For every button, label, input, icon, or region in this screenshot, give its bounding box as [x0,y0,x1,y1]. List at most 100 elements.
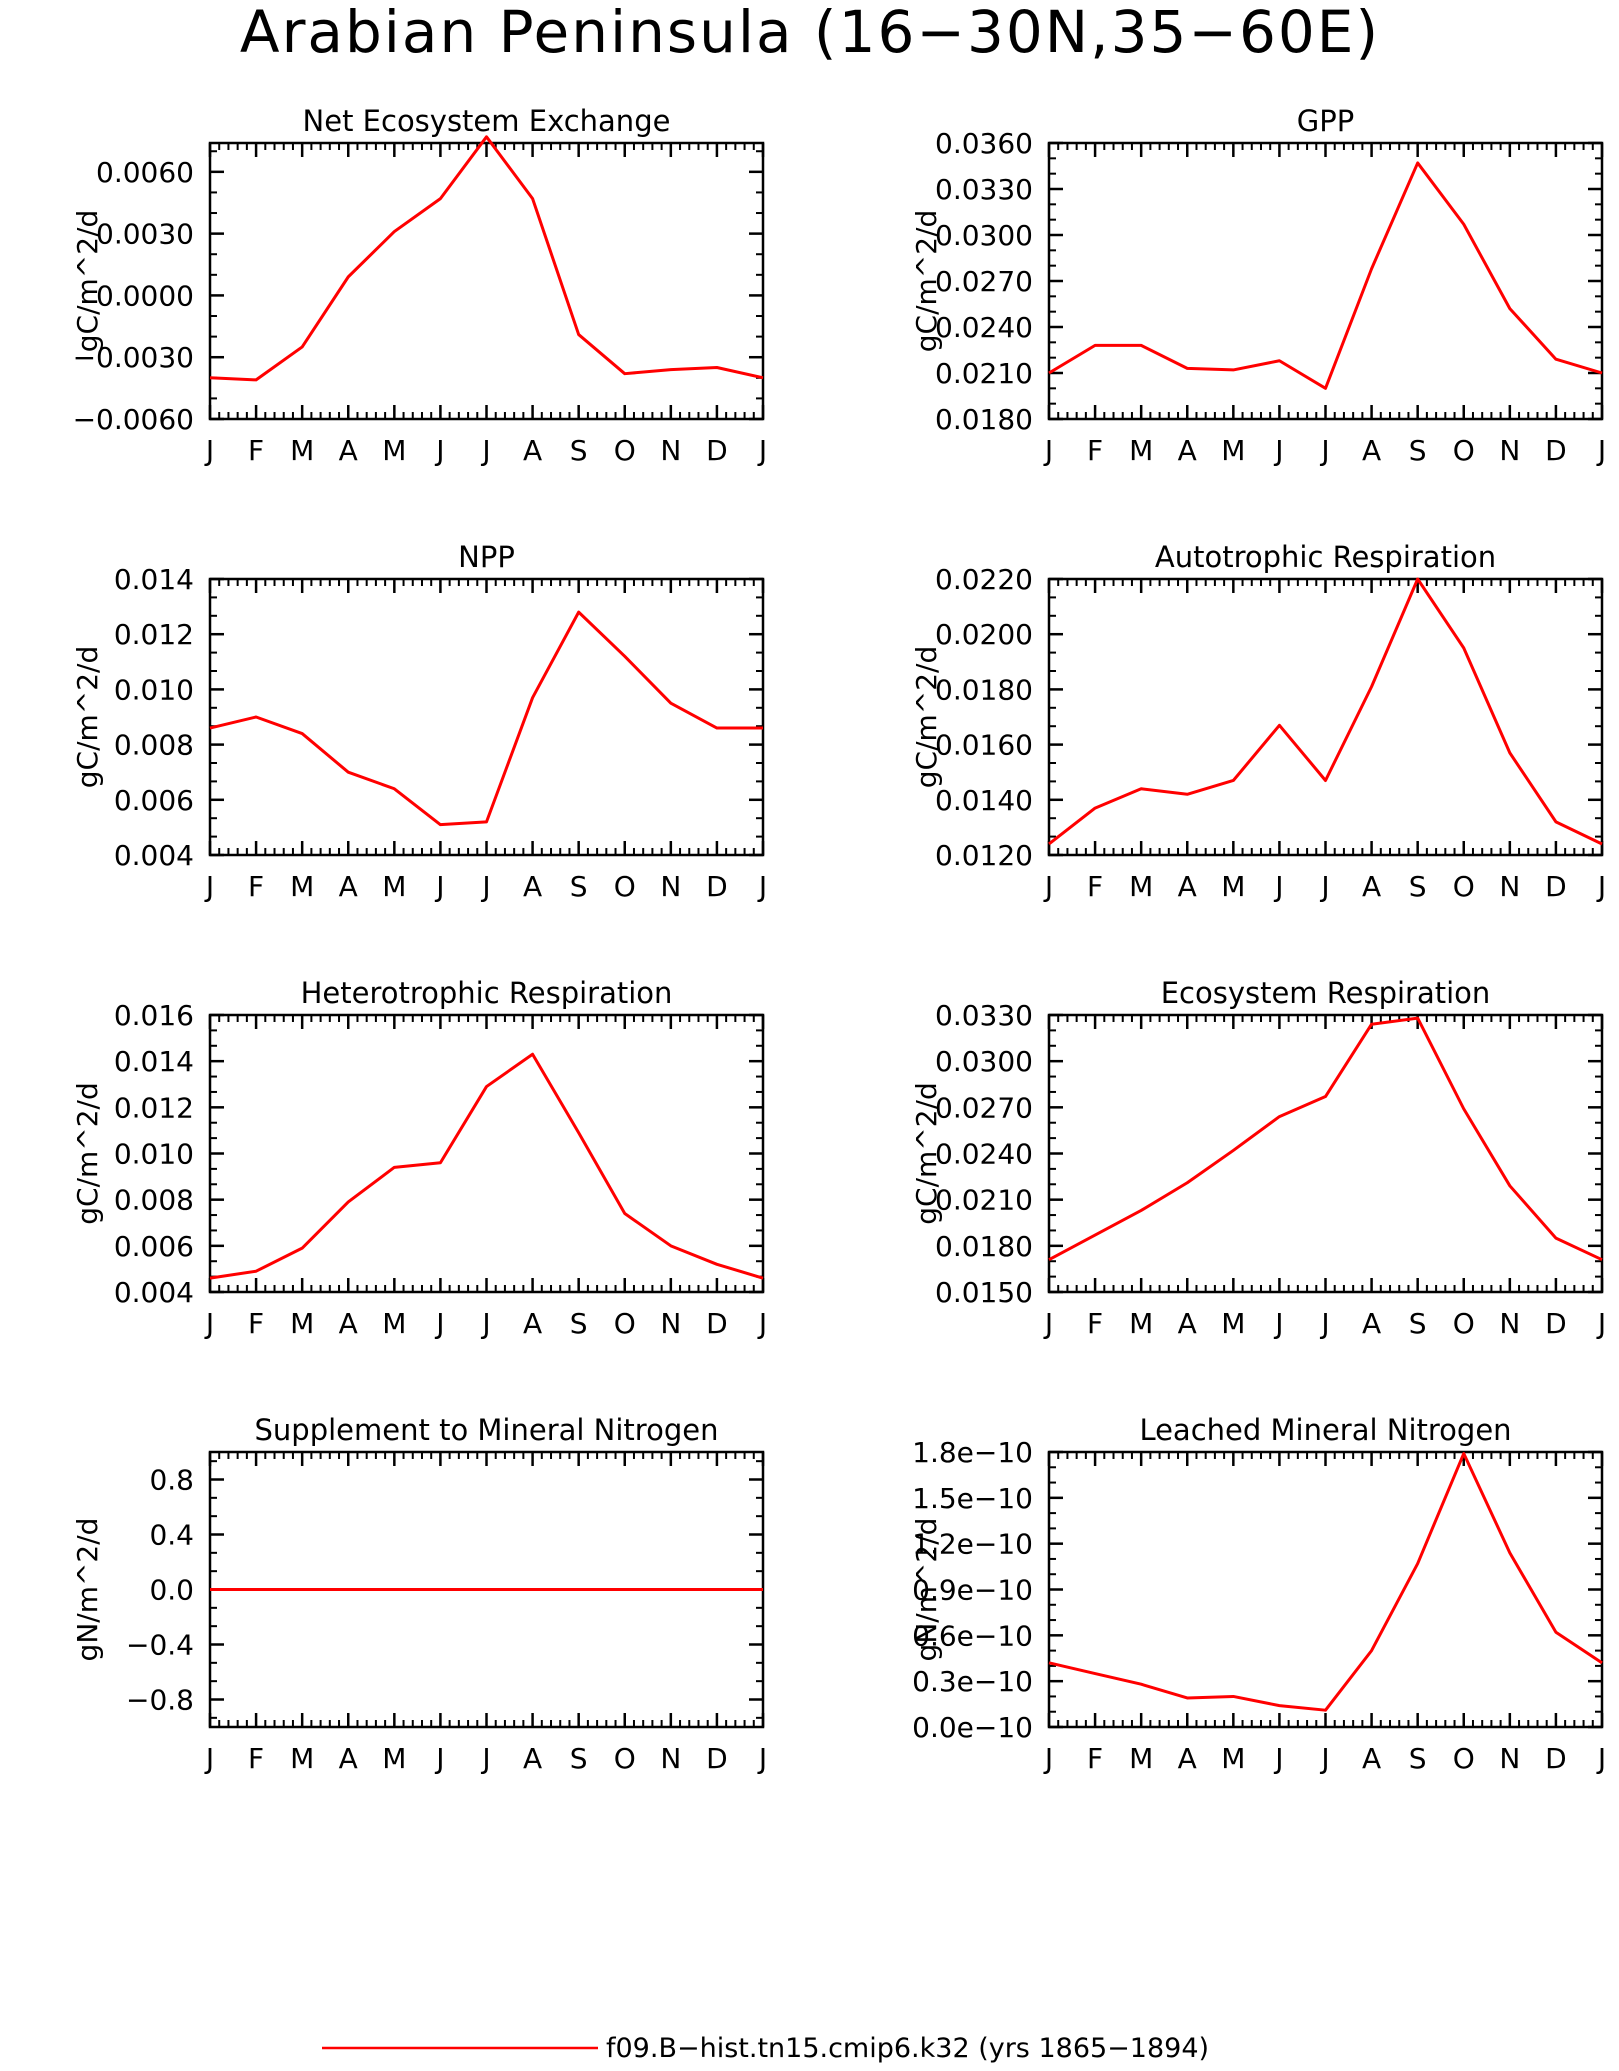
x-tick-label: S [570,1742,588,1775]
panel-title: Supplement to Mineral Nitrogen [255,1413,719,1447]
y-tick-label: 0.004 [114,839,194,872]
panel-title: Ecosystem Respiration [1161,976,1491,1010]
x-tick-label: J [757,434,767,467]
x-tick-label: S [1409,1307,1427,1340]
x-tick-label: O [1453,1742,1475,1775]
y-tick-label: 0.0000 [96,279,194,312]
y-tick-label: 1.2e−10 [912,1528,1033,1561]
x-tick-label: J [1273,1742,1283,1775]
panel-title: NPP [458,540,515,574]
y-axis-label: gC/m^2/d [71,210,104,353]
x-tick-label: A [1362,1307,1381,1340]
plot-frame [208,577,765,857]
x-tick-label: A [523,870,542,903]
x-tick-label: A [1362,870,1381,903]
plot-frame [1047,1013,1604,1294]
y-axis-label: gC/m^2/d [910,646,943,789]
x-tick-label: O [1453,1307,1475,1340]
x-tick-label: D [706,434,728,467]
x-tick-label: M [1129,870,1153,903]
x-tick-label: N [1499,1742,1520,1775]
x-tick-label: J [1043,434,1053,467]
x-tick-label: J [204,870,214,903]
x-tick-label: D [1545,434,1567,467]
x-tick-label: M [1129,1307,1153,1340]
x-tick-label: M [290,1742,314,1775]
x-tick-label: A [339,1307,358,1340]
x-tick-label: M [382,434,406,467]
x-tick-label: F [248,434,264,467]
y-tick-label: −0.8 [126,1684,194,1717]
y-tick-label: 0.0240 [935,311,1033,344]
x-tick-label: M [1221,1307,1245,1340]
y-tick-label: 0.010 [114,1138,194,1171]
panel-title: Autotrophic Respiration [1155,540,1496,574]
x-tick-label: M [290,434,314,467]
x-tick-label: J [480,1742,490,1775]
y-tick-label: 0.0210 [935,357,1033,390]
x-tick-label: J [1596,1742,1606,1775]
panel-title: Leached Mineral Nitrogen [1139,1413,1511,1447]
x-tick-label: D [706,870,728,903]
y-tick-label: 0.0150 [935,1276,1033,1309]
x-tick-label: M [290,870,314,903]
x-tick-label: S [570,1307,588,1340]
x-tick-label: J [204,1307,214,1340]
x-tick-label: F [248,1742,264,1775]
x-tick-label: N [660,434,681,467]
y-tick-label: 0.012 [114,1091,194,1124]
figure-title: Arabian Peninsula (16−30N,35−60E) [240,0,1380,66]
y-tick-label: 0.4 [149,1519,194,1552]
x-tick-label: A [523,1742,542,1775]
x-tick-label: M [1129,434,1153,467]
x-tick-label: M [1221,1742,1245,1775]
y-tick-label: 0.0180 [935,673,1033,706]
panel-title: GPP [1297,104,1354,138]
y-tick-label: 0.0270 [935,265,1033,298]
y-tick-label: 0.0180 [935,1230,1033,1263]
x-tick-label: A [523,434,542,467]
plot-frame [1047,141,1604,421]
x-tick-label: A [339,1742,358,1775]
x-tick-label: N [660,1742,681,1775]
plot-frame [1047,577,1604,857]
x-tick-label: A [1362,1742,1381,1775]
y-tick-label: 0.004 [114,1276,194,1309]
x-tick-label: J [204,434,214,467]
series-line [209,135,764,382]
x-tick-label: J [757,1742,767,1775]
x-tick-label: J [434,870,444,903]
y-axis-label: gC/m^2/d [910,210,943,353]
legend-label: f09.B−hist.tn15.cmip6.k32 (yrs 1865−1894… [606,2033,1209,2064]
x-tick-label: S [1409,434,1427,467]
x-tick-label: A [1178,1307,1197,1340]
x-tick-label: O [614,1307,636,1340]
y-tick-label: 0.0030 [96,218,194,251]
x-tick-label: J [434,434,444,467]
y-tick-label: 0.010 [114,673,194,706]
panel-title: Heterotrophic Respiration [301,976,673,1010]
x-tick-label: O [1453,434,1475,467]
x-tick-label: D [706,1307,728,1340]
x-tick-label: M [382,1307,406,1340]
x-tick-label: J [480,870,490,903]
x-tick-label: A [1178,434,1197,467]
y-tick-label: −0.0060 [73,403,194,436]
panel-title: Net Ecosystem Exchange [303,104,671,138]
x-tick-label: A [339,434,358,467]
x-tick-label: J [1273,1307,1283,1340]
y-tick-label: −0.0030 [73,341,194,374]
x-tick-label: J [1596,1307,1606,1340]
y-tick-label: 0.0220 [935,563,1033,596]
y-tick-label: 0.3e−10 [912,1665,1033,1698]
x-tick-label: F [248,1307,264,1340]
y-tick-label: 0.9e−10 [912,1574,1033,1607]
y-tick-label: 0.0360 [935,127,1033,160]
x-tick-label: N [660,870,681,903]
y-tick-label: 0.006 [114,784,194,817]
